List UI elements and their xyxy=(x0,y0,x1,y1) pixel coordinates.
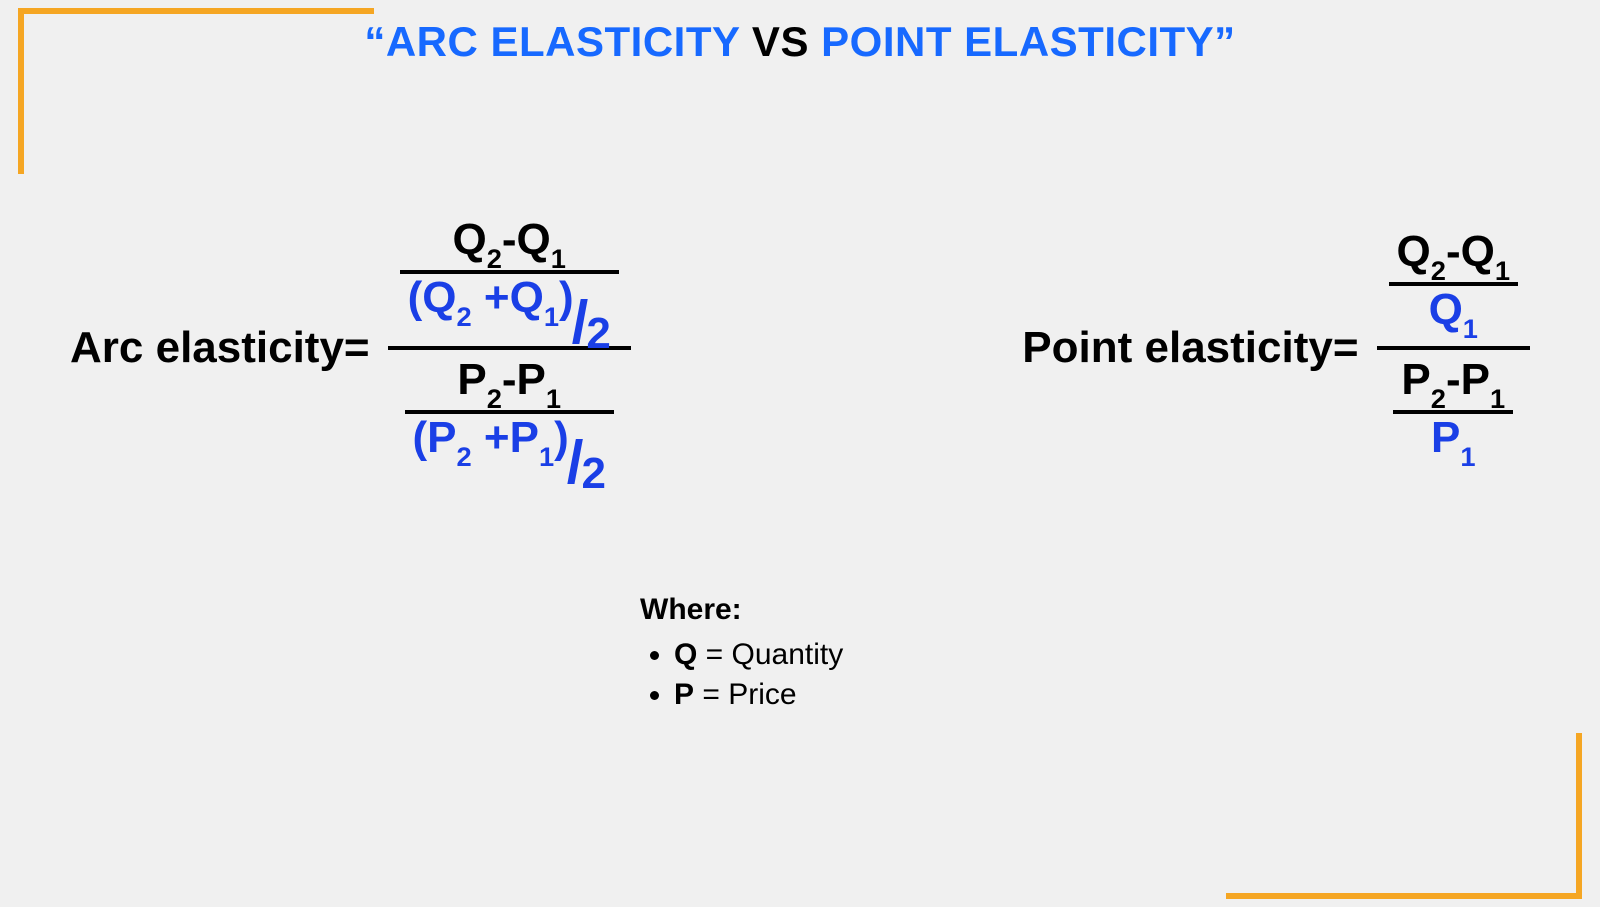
point-num-top: Q2-Q1 xyxy=(1389,228,1518,282)
point-numerator-fraction: Q2-Q1 Q1 xyxy=(1389,228,1518,340)
point-num-bottom: Q1 xyxy=(1421,286,1486,340)
arc-numerator: Q2-Q1 (Q2 +Q1)/2 xyxy=(388,210,631,346)
arc-denominator: P2-P1 (P2 +P1)/2 xyxy=(393,350,626,486)
legend-symbol-p: P xyxy=(674,678,694,711)
point-numerator: Q2-Q1 Q1 xyxy=(1377,222,1530,346)
legend-meaning-q: = Quantity xyxy=(697,638,843,671)
arc-big-fraction: Q2-Q1 (Q2 +Q1)/2 P2-P1 (P2 xyxy=(388,210,631,486)
arc-den-top: P2-P1 xyxy=(449,356,569,410)
point-label: Point elasticity= xyxy=(1022,323,1358,373)
point-den-bottom: P1 xyxy=(1423,414,1484,468)
point-den-top: P2-P1 xyxy=(1393,356,1513,410)
point-denominator-fraction: P2-P1 P1 xyxy=(1393,356,1513,468)
arc-label: Arc elasticity= xyxy=(70,323,370,373)
arc-den-over2: (P2 +P1)/2 xyxy=(413,416,606,478)
title-part1: ARC ELASTICITY xyxy=(386,18,740,65)
page-title: “ARC ELASTICITY VS POINT ELASTICITY” xyxy=(0,18,1600,66)
legend-item-p: P = Price xyxy=(674,675,843,716)
point-denominator: P2-P1 P1 xyxy=(1381,350,1525,474)
legend: Where: Q = Quantity P = Price xyxy=(640,590,843,716)
legend-meaning-p: = Price xyxy=(694,678,797,711)
point-big-fraction: Q2-Q1 Q1 P2-P1 P1 xyxy=(1377,222,1530,474)
legend-heading: Where: xyxy=(640,590,843,631)
title-part2: POINT ELASTICITY xyxy=(821,18,1214,65)
corner-accent-bottom-right xyxy=(1226,733,1582,899)
arc-den-bottom: (P2 +P1)/2 xyxy=(405,414,614,480)
arc-numerator-fraction: Q2-Q1 (Q2 +Q1)/2 xyxy=(400,216,619,340)
legend-symbol-q: Q xyxy=(674,638,697,671)
arc-num-bottom: (Q2 +Q1)/2 xyxy=(400,274,619,340)
title-quote-close: ” xyxy=(1214,18,1236,65)
title-vs: VS xyxy=(740,18,821,65)
title-quote-open: “ xyxy=(364,18,386,65)
legend-item-q: Q = Quantity xyxy=(674,635,843,676)
arc-denominator-fraction: P2-P1 (P2 +P1)/2 xyxy=(405,356,614,480)
legend-list: Q = Quantity P = Price xyxy=(640,635,843,716)
arc-num-top: Q2-Q1 xyxy=(444,216,573,270)
formulas-row: Arc elasticity= Q2-Q1 (Q2 +Q1)/2 P2-P1 xyxy=(70,210,1530,486)
point-elasticity-formula: Point elasticity= Q2-Q1 Q1 P2-P1 P1 xyxy=(1022,222,1530,474)
arc-num-over2: (Q2 +Q1)/2 xyxy=(408,276,611,338)
arc-elasticity-formula: Arc elasticity= Q2-Q1 (Q2 +Q1)/2 P2-P1 xyxy=(70,210,631,486)
